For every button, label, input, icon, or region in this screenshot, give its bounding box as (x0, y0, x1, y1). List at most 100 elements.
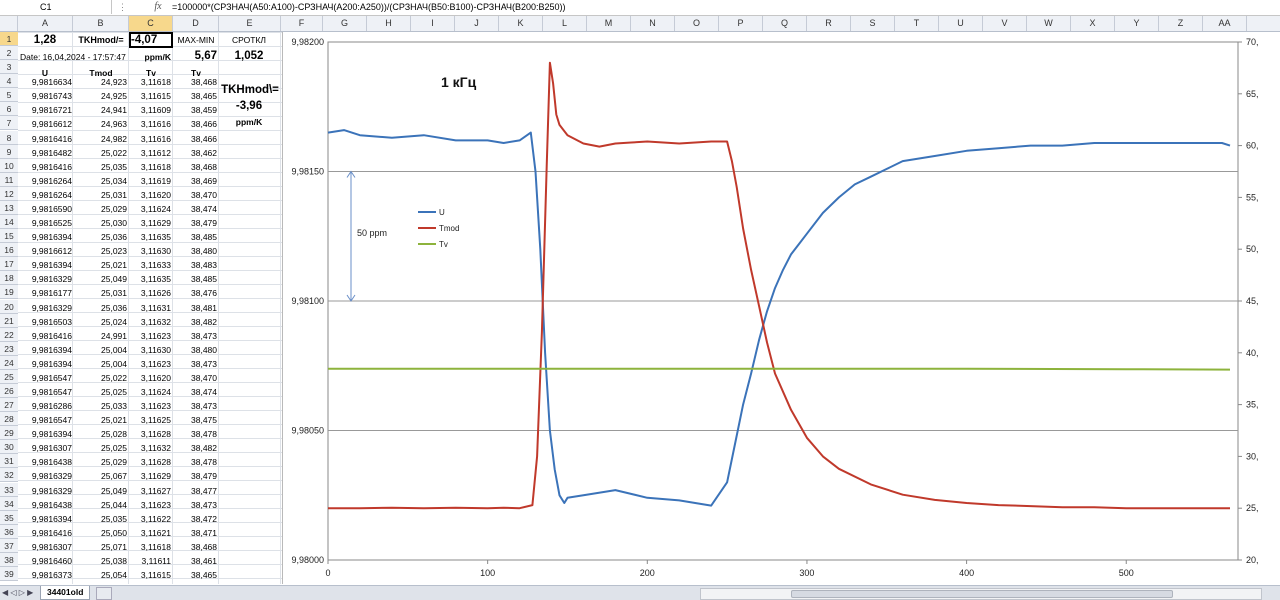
table-cell[interactable]: 3,11632 (140, 443, 171, 454)
row-header-15[interactable]: 15 (0, 229, 18, 244)
table-cell[interactable]: 9,9816547 (31, 372, 72, 383)
cell-c1[interactable]: -4,07 (131, 34, 158, 46)
table-cell[interactable]: 24,925 (101, 91, 127, 102)
table-cell[interactable]: 9,9816590 (31, 203, 72, 214)
table-cell[interactable]: 25,028 (101, 429, 127, 440)
table-cell[interactable]: 9,9816503 (31, 316, 72, 327)
horizontal-scrollbar[interactable] (700, 588, 1262, 600)
cell-e6[interactable]: ppm/K (235, 117, 263, 127)
row-header-25[interactable]: 25 (0, 369, 18, 384)
table-cell[interactable]: 9,9816394 (31, 232, 72, 243)
cell-d3[interactable]: Tv (191, 68, 201, 78)
column-header-o[interactable]: O (675, 16, 719, 31)
table-cell[interactable]: 38,475 (191, 415, 217, 426)
table-cell[interactable]: 9,9816329 (31, 274, 72, 285)
row-header-30[interactable]: 30 (0, 440, 18, 455)
table-cell[interactable]: 9,9816547 (31, 387, 72, 397)
table-cell[interactable]: 38,478 (191, 457, 217, 468)
table-cell[interactable]: 38,461 (191, 555, 217, 566)
table-cell[interactable]: 38,468 (191, 77, 217, 88)
row-header-22[interactable]: 22 (0, 327, 18, 342)
sheet-tab[interactable]: 34401old (40, 586, 91, 600)
cell-d1[interactable]: MAX-MIN (177, 35, 215, 45)
table-cell[interactable]: 25,030 (101, 218, 127, 229)
table-cell[interactable]: 25,050 (101, 527, 127, 538)
table-cell[interactable]: 3,11625 (140, 415, 171, 426)
column-header-y[interactable]: Y (1115, 16, 1159, 31)
table-cell[interactable]: 3,11629 (140, 218, 171, 229)
row-header-29[interactable]: 29 (0, 426, 18, 441)
table-cell[interactable]: 9,9816307 (31, 443, 72, 454)
table-cell[interactable]: 3,11620 (140, 372, 171, 383)
table-cell[interactable]: 25,024 (101, 316, 127, 327)
table-cell[interactable]: 25,022 (101, 372, 127, 383)
column-header-r[interactable]: R (807, 16, 851, 31)
table-cell[interactable]: 38,466 (191, 133, 217, 144)
column-header-j[interactable]: J (455, 16, 499, 31)
table-cell[interactable]: 9,9816329 (31, 471, 72, 482)
cell-a2[interactable]: Date: 16,04,2024 - 17:57:47 (20, 52, 126, 62)
column-header-d[interactable]: D (173, 16, 219, 31)
table-cell[interactable]: 3,11623 (140, 358, 171, 369)
table-cell[interactable]: 38,473 (191, 401, 217, 412)
cell-c3[interactable]: Tv (146, 68, 156, 78)
row-header-13[interactable]: 13 (0, 200, 18, 215)
table-cell[interactable]: 38,473 (191, 330, 217, 341)
table-cell[interactable]: 9,9816547 (31, 415, 72, 426)
table-cell[interactable]: 25,029 (101, 203, 127, 214)
cell-b3[interactable]: Tmod (89, 68, 113, 78)
table-cell[interactable]: 25,044 (101, 499, 127, 510)
table-cell[interactable]: 38,477 (191, 485, 217, 496)
column-header-g[interactable]: G (323, 16, 367, 31)
table-cell[interactable]: 3,11630 (140, 344, 171, 355)
table-cell[interactable]: 3,11635 (140, 274, 171, 285)
row-header-3[interactable]: 3 (0, 60, 18, 75)
column-header-i[interactable]: I (411, 16, 455, 31)
table-cell[interactable]: 3,11621 (140, 527, 171, 538)
table-cell[interactable]: 38,470 (191, 189, 217, 200)
table-cell[interactable]: 38,459 (191, 105, 217, 116)
table-cell[interactable]: 3,11609 (140, 105, 171, 116)
table-cell[interactable]: 25,071 (101, 541, 127, 552)
row-header-38[interactable]: 38 (0, 552, 18, 567)
table-cell[interactable]: 3,11627 (140, 485, 171, 496)
table-cell[interactable]: 38,469 (191, 175, 217, 186)
row-header-9[interactable]: 9 (0, 144, 18, 159)
table-cell[interactable]: 9,9816743 (31, 91, 72, 102)
column-header-w[interactable]: W (1027, 16, 1071, 31)
table-cell[interactable]: 9,9816373 (31, 570, 72, 581)
cell-e4[interactable]: TKHmod\= (221, 84, 279, 96)
table-cell[interactable]: 25,035 (101, 513, 127, 524)
table-cell[interactable]: 3,11626 (140, 288, 171, 299)
table-cell[interactable]: 25,049 (101, 274, 127, 285)
row-header-33[interactable]: 33 (0, 482, 18, 497)
cell-c2[interactable]: ppm/K (144, 52, 171, 62)
row-header-11[interactable]: 11 (0, 172, 18, 187)
table-cell[interactable]: 3,11615 (140, 570, 171, 581)
table-cell[interactable]: 9,9816416 (31, 133, 72, 144)
table-cell[interactable]: 9,9816612 (31, 119, 72, 130)
row-header-39[interactable]: 39 (0, 567, 18, 582)
table-cell[interactable]: 9,9816416 (31, 527, 72, 538)
table-cell[interactable]: 38,466 (191, 119, 217, 130)
table-cell[interactable]: 38,473 (191, 358, 217, 369)
table-cell[interactable]: 25,035 (101, 161, 127, 172)
insert-function-icon[interactable]: fx (154, 1, 162, 12)
row-header-4[interactable]: 4 (0, 74, 18, 89)
table-cell[interactable]: 25,031 (101, 288, 127, 299)
table-cell[interactable]: 38,483 (191, 260, 217, 271)
insert-sheet-icon[interactable] (96, 587, 112, 600)
table-cell[interactable]: 38,485 (191, 274, 217, 285)
row-header-10[interactable]: 10 (0, 158, 18, 173)
table-cell[interactable]: 3,11619 (140, 175, 171, 186)
scrollbar-thumb[interactable] (791, 590, 1173, 598)
table-cell[interactable]: 3,11618 (140, 161, 171, 172)
table-cell[interactable]: 38,474 (191, 387, 217, 397)
table-cell[interactable]: 38,470 (191, 372, 217, 383)
table-cell[interactable]: 9,9816525 (31, 218, 72, 229)
table-cell[interactable]: 3,11618 (140, 77, 171, 88)
row-header-36[interactable]: 36 (0, 524, 18, 539)
table-cell[interactable]: 24,991 (101, 330, 127, 341)
formula-input[interactable]: =100000*(СРЗНАЧ(A50:A100)-СРЗНАЧ(A200:A2… (172, 2, 566, 12)
table-cell[interactable]: 9,9816264 (31, 189, 72, 200)
